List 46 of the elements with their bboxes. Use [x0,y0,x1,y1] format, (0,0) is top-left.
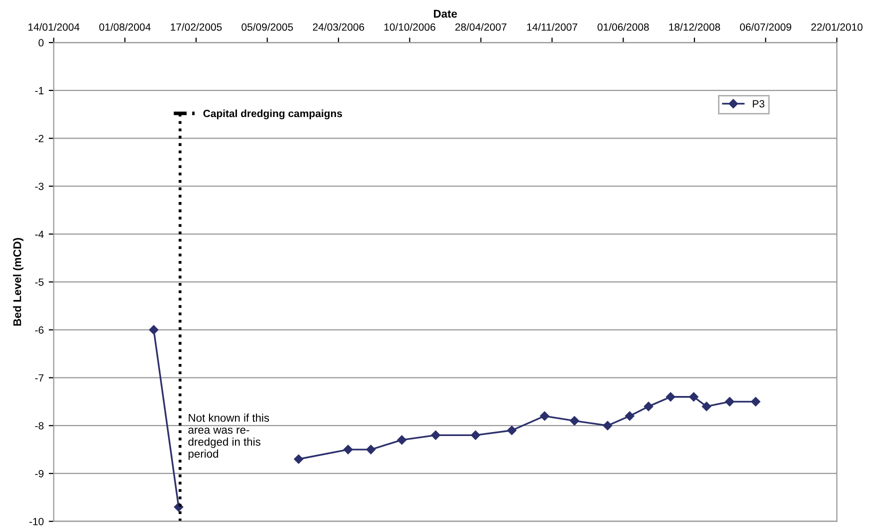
y-tick-label: -3 [35,182,44,190]
point [149,325,158,334]
point [666,392,676,402]
point [625,411,634,421]
x-tick-label: 22/01/2010 [811,23,862,31]
y-tick-label: -1 [35,87,44,94]
point [689,392,698,402]
point [294,454,304,464]
point [751,397,760,406]
point [431,430,440,440]
y-tick-label: -7 [35,374,44,382]
point [644,402,654,412]
y-tick-label: 0 [38,39,44,46]
x-tick-label: 14/11/2007 [527,23,578,31]
point [570,416,580,426]
y-tick-label: -9 [35,470,44,478]
point [343,444,353,454]
x-tick-label: 01/08/2004 [99,23,151,31]
x-tick-label: 14/01/2004 [28,23,80,31]
point [470,430,480,440]
annotation: Not known if this area was re- dredged in this period [188,414,270,460]
x-tick-label: 24/03/2006 [312,23,364,31]
point [540,411,550,421]
x-tick-label: 05/09/2005 [242,23,293,31]
y-tick-label: -4 [35,230,44,238]
point [397,435,406,445]
point [702,402,712,412]
ref-line-label: Capital dredging campaigns [203,110,342,120]
y-axis-title: Bed Level (mCD) [13,238,24,326]
point [725,397,734,406]
x-tick-label: 10/10/2006 [384,23,436,31]
x-tick-label: 28/04/2007 [455,23,506,31]
point [366,444,376,454]
x-tick-label: 18/12/2008 [669,23,720,31]
point [507,426,516,436]
x-axis-title: Date [434,10,457,18]
y-tick-label: -8 [35,422,44,430]
x-tick-label: 06/07/2009 [740,23,792,31]
y-tick-label: -5 [35,278,44,286]
y-tick-label: -10 [29,518,44,526]
point [602,420,612,430]
legend-label: P3 [752,100,764,108]
x-tick-label: 17/02/2005 [170,23,222,31]
y-tick-label: -2 [35,134,44,142]
x-tick-label: 01/06/2008 [598,23,649,31]
y-tick-label: -6 [35,326,44,334]
